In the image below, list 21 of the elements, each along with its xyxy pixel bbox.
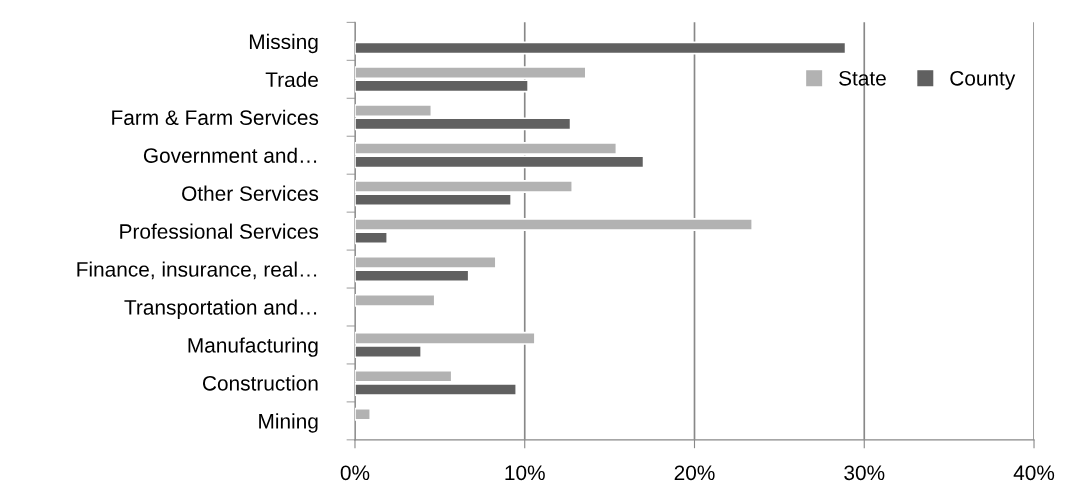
x-tick-label: 0% [340,465,370,481]
x-tick-label: 30% [844,465,885,481]
y-tick-label: Missing [249,33,318,54]
x-tick-label: 10% [505,465,545,481]
x-tick-label: 40% [1013,465,1055,481]
y-tick-label: Farm & Farm Services [112,109,319,125]
legend-label: County [950,70,1016,90]
y-tick-label: Transportation and… [124,299,317,319]
bar [354,293,436,307]
legend-label: State [839,70,886,86]
y-tick-label: Mining [259,413,318,433]
y-tick-label: Finance, insurance, real… [77,261,317,280]
y-tick-label: Other Services [182,185,319,201]
y-tick-label: Manufacturing [188,337,318,357]
y-tick-label: Construction [202,375,318,391]
y-tick-label: Professional Services [120,223,319,239]
bar [354,407,372,421]
y-tick-label: Government and… [143,147,317,163]
x-tick-label: 20% [674,465,715,481]
y-tick-label: Trade [265,71,318,88]
bar [354,41,847,55]
